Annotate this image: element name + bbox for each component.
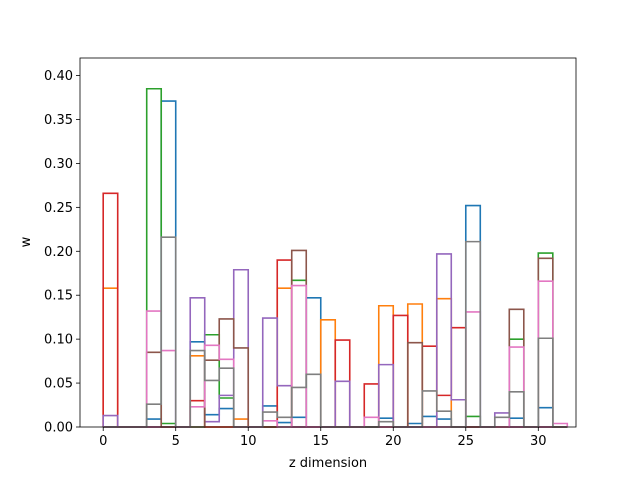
axes-layer: 0 5 10 15 20 25 30 0.00 0.05 0.10 0.15 0.20 0.25 0.30… bbox=[44, 57, 577, 449]
y-tick-label: 0.15 bbox=[44, 289, 73, 304]
x-tick-label: 15 bbox=[312, 434, 329, 449]
x-tick-label: 30 bbox=[530, 434, 547, 449]
y-tick-label: 0.05 bbox=[44, 377, 73, 392]
y-tick-label: 0.10 bbox=[44, 333, 73, 348]
x-tick-label: 0 bbox=[99, 434, 107, 449]
y-tick-label: 0.35 bbox=[44, 113, 73, 128]
y-axis-label: w bbox=[19, 236, 34, 247]
y-tick-label: 0.00 bbox=[44, 421, 73, 436]
x-tick-label: 20 bbox=[385, 434, 402, 449]
y-tick-label: 0.30 bbox=[44, 157, 73, 172]
x-axis-label: z dimension bbox=[289, 456, 367, 471]
y-tick-label: 0.25 bbox=[44, 201, 73, 216]
y-tick-label: 0.20 bbox=[44, 245, 73, 260]
x-tick-label: 5 bbox=[172, 434, 180, 449]
x-tick-label: 10 bbox=[240, 434, 257, 449]
axes-frame bbox=[79, 57, 577, 428]
x-tick-label: 25 bbox=[458, 434, 475, 449]
y-tick-label: 0.40 bbox=[44, 69, 73, 84]
